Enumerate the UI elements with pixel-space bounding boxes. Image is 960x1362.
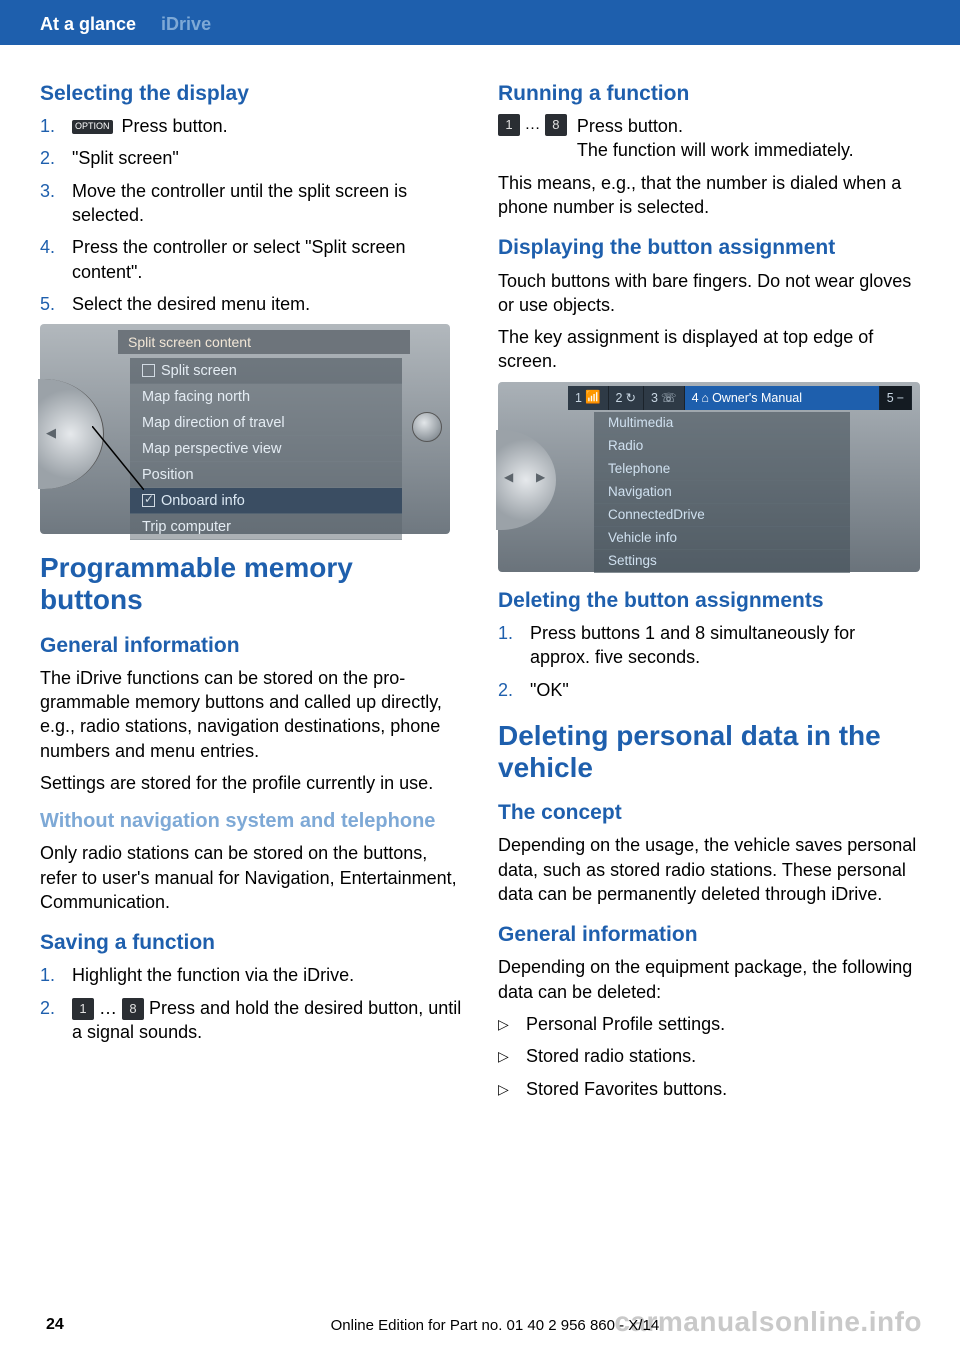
heading-the-concept: The concept <box>498 800 920 825</box>
list-item: Highlight the function via the iDrive. <box>40 963 462 987</box>
menu-item: Split screen <box>130 358 402 384</box>
button-range: 1 … 8 <box>498 114 567 136</box>
memory-button-8-icon: 8 <box>122 998 144 1020</box>
screenshot-title: Split screen content <box>118 330 410 354</box>
menu-item: Map perspective view <box>130 436 402 462</box>
paragraph: The iDrive functions can be stored on th… <box>40 666 462 763</box>
step-text: Move the controller until the split scre… <box>72 181 407 225</box>
memory-button-8-icon: 8 <box>545 114 567 136</box>
paragraph: Press button. <box>577 114 854 138</box>
list-item: Press buttons 1 and 8 simultaneously for… <box>498 621 920 670</box>
option-button-icon: OPTION <box>72 120 113 134</box>
menu-item: Vehicle info <box>594 527 850 550</box>
heading-general-info-left: General information <box>40 633 462 658</box>
list-item: 1 … 8 Press and hold the desired button,… <box>40 996 462 1045</box>
paragraph: Settings are stored for the profile curr… <box>40 771 462 795</box>
step-text: "OK" <box>530 680 569 700</box>
minus-icon: − <box>897 391 904 405</box>
run-text: Press button. The function will work imm… <box>577 114 854 163</box>
heading-without-nav: Without navigation system and telephone <box>40 809 462 833</box>
list-item: OPTION Press button. <box>40 114 462 138</box>
page-number: 24 <box>40 1314 70 1336</box>
phone-icon: ☏ <box>661 390 677 405</box>
steps-deleting-assignments: Press buttons 1 and 8 simultaneously for… <box>498 621 920 702</box>
heading-deleting-personal-data: Deleting personal data in the vehicle <box>498 720 920 784</box>
signal-icon: 📶 <box>585 390 601 405</box>
heading-general-info-right: General information <box>498 922 920 947</box>
menu-item: Position <box>130 462 402 488</box>
ellipsis: … <box>94 998 122 1018</box>
menu-item: Settings <box>594 550 850 573</box>
check-icon <box>142 494 155 507</box>
page-footer: 24 Online Edition for Part no. 01 40 2 9… <box>40 1314 920 1336</box>
page: At a glance iDrive Selecting the display… <box>0 0 960 1362</box>
step-text: Press buttons 1 and 8 simultaneously for… <box>530 623 855 667</box>
menu-item: Trip computer <box>130 514 402 540</box>
deletable-data-list: Personal Profile settings. Stored radio … <box>498 1012 920 1101</box>
shortcut-tab: 5− <box>880 386 912 410</box>
menu-item: Telephone <box>594 458 850 481</box>
main-menu: Multimedia Radio Telephone Navigation Co… <box>594 412 850 573</box>
paragraph: Depending on the usage, the vehicle save… <box>498 833 920 906</box>
shortcut-tab-active: 4⌂ Owner's Manual <box>685 386 880 410</box>
idrive-screenshot-split-screen: Split screen content Split screen Map fa… <box>40 324 450 534</box>
steps-saving-function: Highlight the function via the iDrive. 1… <box>40 963 462 1044</box>
steps-selecting-display: OPTION Press button. "Split screen" Move… <box>40 114 462 316</box>
menu-item: ConnectedDrive <box>594 504 850 527</box>
right-column: Running a function 1 … 8 Press button. T… <box>498 65 920 1109</box>
breadcrumb-section: At a glance <box>40 14 136 34</box>
menu-item: Navigation <box>594 481 850 504</box>
memory-button-1-icon: 1 <box>498 114 520 136</box>
screenshot-menu: Split screen Map facing north Map direct… <box>130 358 402 540</box>
checkbox-icon <box>142 364 155 377</box>
menu-item: Multimedia <box>594 412 850 435</box>
list-item: Select the desired menu item. <box>40 292 462 316</box>
heading-running-function: Running a function <box>498 81 920 106</box>
list-item: Stored radio stations. <box>498 1044 920 1068</box>
list-item: Personal Profile settings. <box>498 1012 920 1036</box>
paragraph: Touch buttons with bare fingers. Do not … <box>498 269 920 318</box>
shortcut-tab: 3☏ <box>644 386 685 410</box>
breadcrumb-topic: iDrive <box>161 14 211 34</box>
menu-item: Map direction of travel <box>130 410 402 436</box>
shortcut-tab: 1📶 <box>568 386 609 410</box>
top-bar: At a glance iDrive <box>0 0 960 45</box>
idrive-screenshot-button-assignment: 1📶 2↻ 3☏ 4⌂ Owner's Manual 5− Multimedia… <box>498 382 920 572</box>
refresh-icon: ↻ <box>625 390 635 405</box>
list-item: Move the controller until the split scre… <box>40 179 462 228</box>
paragraph: Depending on the equipment package, the … <box>498 955 920 1004</box>
list-item: Stored Favorites buttons. <box>498 1077 920 1101</box>
heading-programmable-memory: Programmable memory buttons <box>40 552 462 616</box>
content-columns: Selecting the display OPTION Press butto… <box>40 65 920 1109</box>
memory-button-1-icon: 1 <box>72 998 94 1020</box>
list-item: "Split screen" <box>40 146 462 170</box>
step-text: "Split screen" <box>72 148 179 168</box>
paragraph: Only radio stations can be stored on the… <box>40 841 462 914</box>
menu-item: Map facing north <box>130 384 402 410</box>
list-item: Press the controller or select "Split sc… <box>40 235 462 284</box>
step-text: Press button. <box>122 116 228 136</box>
menu-item-selected: Onboard info <box>130 488 402 514</box>
heading-deleting-assignments: Deleting the button assignments <box>498 588 920 613</box>
heading-displaying-assignment: Displaying the button assignment <box>498 235 920 260</box>
list-item: "OK" <box>498 678 920 702</box>
ellipsis: … <box>520 116 545 133</box>
edition-line: Online Edition for Part no. 01 40 2 956 … <box>70 1317 920 1334</box>
step-text: Press the controller or select "Split sc… <box>72 237 406 281</box>
run-function-block: 1 … 8 Press button. The function will wo… <box>498 114 920 163</box>
paragraph: The key assignment is displayed at top e… <box>498 325 920 374</box>
step-text: Select the desired menu item. <box>72 294 310 314</box>
paragraph: The function will work immediately. <box>577 138 854 162</box>
home-icon: ⌂ <box>702 391 710 405</box>
heading-saving-function: Saving a function <box>40 930 462 955</box>
left-column: Selecting the display OPTION Press butto… <box>40 65 462 1109</box>
paragraph: This means, e.g., that the number is dia… <box>498 171 920 220</box>
menu-item: Radio <box>594 435 850 458</box>
step-text: Highlight the function via the iDrive. <box>72 965 354 985</box>
shortcut-tabs: 1📶 2↻ 3☏ 4⌂ Owner's Manual 5− <box>568 386 912 410</box>
heading-selecting-display: Selecting the display <box>40 81 462 106</box>
shortcut-tab: 2↻ <box>609 386 644 410</box>
